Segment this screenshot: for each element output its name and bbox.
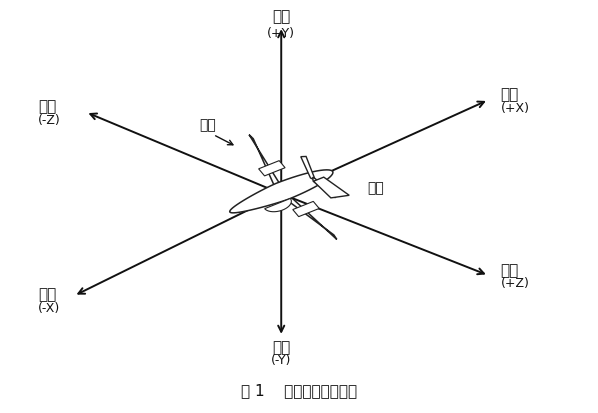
Text: 向下: 向下 — [272, 339, 291, 354]
Text: 向后: 向后 — [38, 287, 57, 301]
Polygon shape — [270, 188, 337, 240]
Polygon shape — [313, 178, 338, 198]
Text: 横滚: 横滚 — [367, 181, 384, 195]
Polygon shape — [313, 178, 349, 198]
Text: (+Y): (+Y) — [267, 27, 295, 40]
Text: (-Y): (-Y) — [271, 353, 291, 366]
Text: (+Z): (+Z) — [501, 277, 529, 290]
Polygon shape — [259, 161, 285, 176]
Text: 侧向: 侧向 — [38, 99, 57, 114]
Text: 俧仰: 俧仰 — [199, 118, 215, 132]
Polygon shape — [293, 202, 319, 217]
Text: (+X): (+X) — [501, 102, 529, 114]
Text: 图 1    飞机加速度的方向: 图 1 飞机加速度的方向 — [241, 382, 357, 397]
Polygon shape — [301, 157, 315, 181]
Polygon shape — [230, 171, 333, 214]
Text: 向上: 向上 — [272, 9, 291, 24]
Text: (-Z): (-Z) — [38, 114, 61, 127]
Text: (-X): (-X) — [38, 301, 60, 314]
Polygon shape — [249, 135, 281, 201]
Polygon shape — [265, 199, 291, 212]
Text: 向前: 向前 — [501, 87, 518, 102]
Text: 侧向: 侧向 — [501, 262, 518, 277]
